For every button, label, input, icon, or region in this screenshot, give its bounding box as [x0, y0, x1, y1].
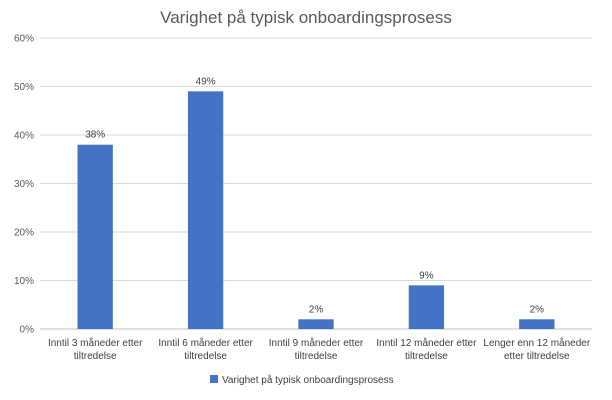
data-label: 49%: [196, 76, 216, 87]
x-category-label: Inntil 9 måneder etter tiltredelse: [269, 337, 364, 362]
bar: [77, 144, 113, 329]
y-tick-label: 40%: [14, 131, 34, 142]
legend-label: Varighet på typisk onboardingsprosess: [222, 374, 394, 386]
y-tick-label: 10%: [14, 276, 34, 287]
y-tick-label: 50%: [14, 82, 34, 93]
y-axis-ticks: 0% 10% 20% 30% 40% 50% 60%: [14, 34, 34, 336]
bar: [298, 319, 334, 329]
y-tick-label: 60%: [14, 34, 34, 45]
x-axis-categories: Inntil 3 måneder etter tiltredelse Inntil …: [48, 337, 591, 362]
y-tick-label: 0%: [20, 325, 35, 336]
chart-title: Varighet på typisk onboardingsprosess: [160, 8, 452, 27]
y-tick-label: 20%: [14, 228, 34, 239]
data-labels: 38% 49% 2% 9% 2%: [85, 76, 544, 315]
legend: Varighet på typisk onboardingsprosess: [210, 374, 394, 386]
data-label: 2%: [530, 304, 545, 315]
x-category-label: Inntil 6 måneder etter tiltredelse: [158, 337, 253, 362]
gridlines: [40, 37, 592, 330]
bar: [519, 319, 555, 329]
x-category-label: Lenger enn 12 måneder etter tiltredelse: [483, 337, 590, 362]
data-label: 9%: [419, 270, 434, 281]
bars: [77, 91, 555, 329]
x-category-label: Inntil 3 måneder etter tiltredelse: [48, 337, 143, 362]
y-tick-label: 30%: [14, 179, 34, 190]
data-label: 2%: [309, 304, 324, 315]
legend-swatch: [210, 375, 218, 383]
data-label: 38%: [85, 130, 105, 141]
bar: [187, 91, 224, 329]
bar: [408, 285, 445, 329]
x-category-label: Inntil 12 måneder etter tiltredelse: [376, 337, 477, 362]
